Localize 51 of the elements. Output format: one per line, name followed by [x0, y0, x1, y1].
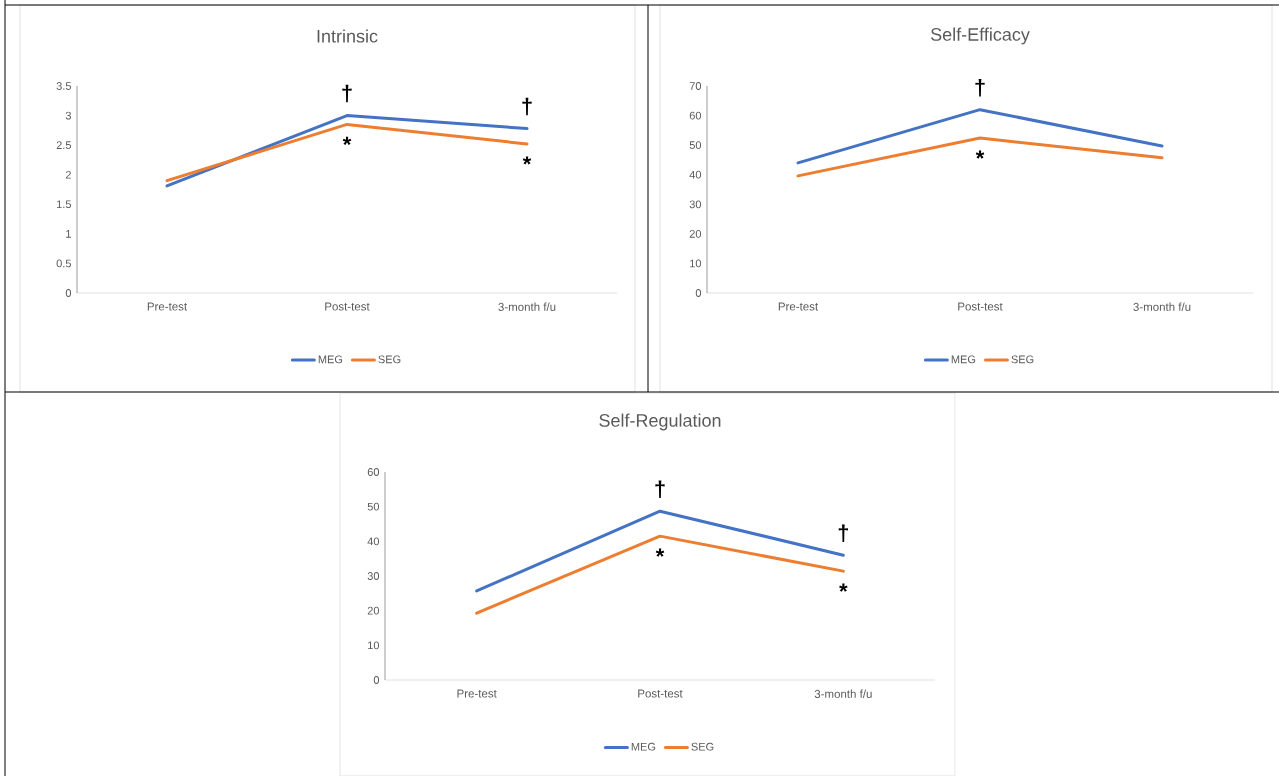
annotation: †	[975, 78, 985, 97]
chart-title: Intrinsic	[317, 29, 378, 43]
y-tick-label: 10	[690, 259, 702, 268]
x-tick-label: Pre-test	[778, 302, 819, 311]
y-tick-label: 2	[65, 170, 71, 179]
x-tick-label: Post-test	[325, 302, 370, 311]
legend-label: SEG	[691, 742, 714, 751]
x-tick-label: Pre-test	[457, 689, 497, 698]
y-tick-label: 0	[65, 289, 72, 297]
y-tick-label: 60	[367, 468, 380, 476]
legend-label: MEG	[951, 355, 976, 364]
legend-label: MEG	[318, 355, 343, 364]
x-tick-label: Post-test	[638, 689, 683, 698]
x-tick-label: 3-month f/u	[814, 689, 872, 698]
y-tick-label: 50	[689, 141, 702, 150]
x-tick-label: 3-month f/u	[1133, 302, 1191, 311]
y-tick-label: 3	[65, 111, 71, 120]
y-tick-label: 40	[367, 537, 380, 546]
x-tick-label: Post-test	[958, 302, 1003, 311]
annotation: †	[522, 97, 532, 116]
x-tick-label: 3-month f/u	[498, 302, 556, 311]
y-tick-label: 20	[689, 229, 702, 238]
annotation: †	[655, 480, 665, 498]
chart-title: Self-Efficacy	[930, 27, 1030, 45]
y-tick-label: 60	[689, 111, 702, 120]
annotation: *	[975, 150, 985, 159]
annotation: *	[342, 136, 352, 146]
y-tick-label: 2.5	[56, 141, 71, 150]
legend-label: SEG	[378, 355, 401, 364]
annotation: *	[655, 548, 665, 557]
chart-title: Self-Regulation	[599, 413, 721, 431]
y-tick-label: 30	[367, 572, 380, 580]
y-tick-label: 0	[695, 289, 702, 297]
x-tick-label: Pre-test	[147, 302, 188, 311]
y-tick-label: 40	[689, 170, 702, 179]
y-tick-label: 20	[367, 606, 380, 615]
annotation: †	[342, 84, 352, 103]
y-tick-label: 1.5	[57, 200, 71, 209]
annotation: †	[838, 524, 848, 542]
y-tick-label: 50	[367, 502, 380, 511]
y-tick-label: 0	[373, 676, 380, 684]
annotation: *	[522, 156, 532, 165]
y-tick-label: 30	[689, 200, 702, 209]
legend-label: SEG	[1011, 355, 1034, 364]
legend-label: MEG	[631, 742, 656, 751]
y-tick-label: 70	[689, 82, 702, 90]
y-tick-label: 0.5	[56, 259, 71, 268]
y-tick-label: 10	[368, 641, 380, 650]
y-tick-label: 1	[66, 230, 71, 238]
y-tick-label: 3.5	[56, 82, 71, 90]
annotation: *	[839, 583, 848, 592]
